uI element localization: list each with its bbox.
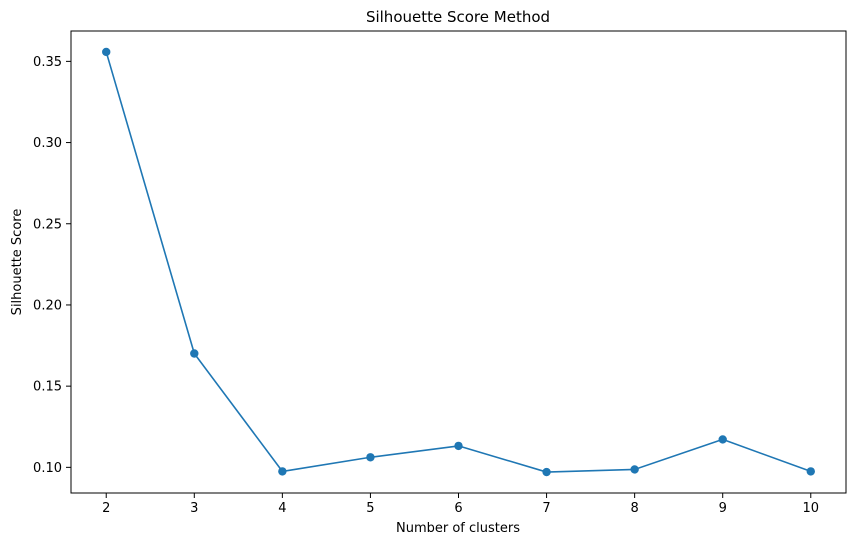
x-tick-label: 2 [102, 501, 110, 516]
data-point [718, 435, 727, 444]
x-axis-label: Number of clusters [396, 521, 520, 536]
x-tick-label: 5 [366, 501, 374, 516]
data-point [278, 467, 287, 476]
y-tick-label: 0.30 [33, 136, 62, 151]
x-tick-label: 10 [802, 501, 819, 516]
y-axis: 0.10 0.15 0.20 0.25 0.30 0.35 [33, 55, 71, 476]
y-tick-label: 0.25 [33, 217, 62, 232]
x-axis: 2 3 4 5 6 7 8 9 10 [102, 493, 819, 516]
chart-title: Silhouette Score Method [366, 8, 550, 26]
y-tick-label: 0.35 [33, 55, 62, 70]
x-tick-label: 9 [719, 501, 727, 516]
data-point [542, 467, 551, 477]
data-point [630, 465, 639, 474]
x-tick-label: 6 [454, 501, 462, 516]
y-tick-label: 0.20 [33, 298, 62, 313]
x-tick-label: 4 [278, 501, 286, 516]
data-point [366, 453, 375, 462]
x-tick-label: 7 [542, 501, 550, 516]
x-tick-label: 3 [190, 501, 198, 516]
data-point [190, 349, 199, 358]
series-line [105, 51, 812, 473]
y-axis-label: Silhouette Score [10, 209, 25, 316]
data-point [454, 441, 463, 451]
data-point [806, 467, 815, 476]
y-tick-label: 0.15 [33, 380, 62, 395]
x-tick-label: 8 [630, 501, 638, 516]
data-point [102, 47, 111, 57]
plot-area [102, 47, 815, 477]
plot-frame [70, 30, 847, 494]
y-tick-label: 0.10 [33, 461, 62, 476]
